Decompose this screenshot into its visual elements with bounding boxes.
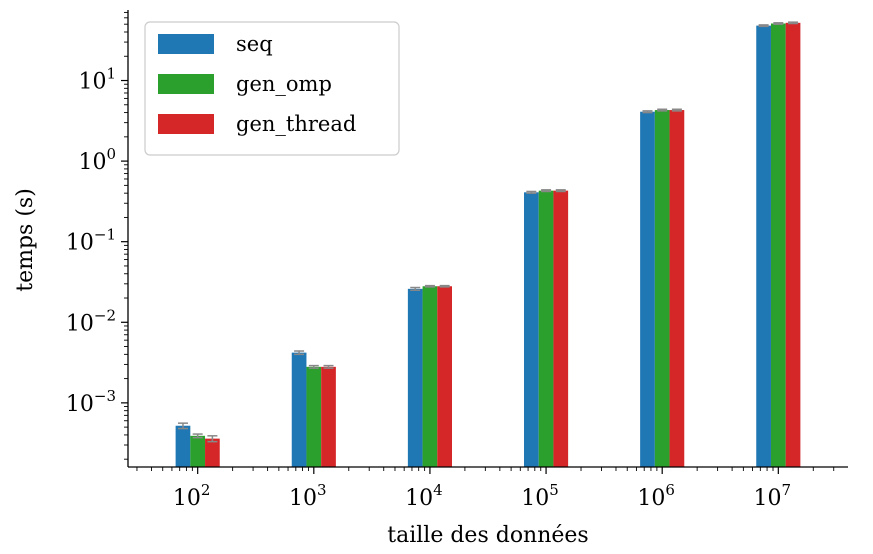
error-bar-gen_thread-7: [788, 21, 799, 25]
error-bar-gen_thread-5: [555, 189, 566, 193]
legend: seq gen_omp gen_thread: [144, 21, 400, 156]
x-tick-label: 105: [521, 481, 559, 511]
bars-layer: [175, 21, 801, 468]
bar-gen_thread-3: [321, 366, 336, 467]
error-bar-seq-6: [642, 110, 653, 114]
bar-gen_thread-7: [785, 22, 801, 468]
bar-seq-4: [407, 288, 423, 467]
bar-gen_omp-3: [306, 366, 322, 467]
error-bar-seq-5: [526, 190, 537, 194]
error-bar-seq-7: [758, 24, 769, 28]
error-bar-gen_thread-6: [671, 108, 682, 112]
x-tick-label: 107: [754, 481, 792, 511]
bar-seq-2: [175, 425, 191, 467]
bar-gen_thread-2: [205, 438, 220, 467]
bar-seq-6: [640, 111, 655, 467]
bar-gen_omp-5: [538, 190, 554, 467]
x-tick-label: 103: [289, 481, 327, 511]
error-bar-seq-4: [410, 286, 421, 291]
legend-label-gen_thread: gen_thread: [236, 112, 356, 136]
error-bar-gen_omp-3: [308, 364, 319, 369]
bar-gen_omp-6: [654, 110, 670, 467]
legend-swatch-seq: [158, 34, 214, 54]
error-bar-gen_omp-4: [424, 284, 435, 288]
legend-label-seq: seq: [236, 32, 273, 56]
y-tick-label: 10−3: [66, 387, 116, 417]
bar-gen_thread-4: [437, 286, 452, 467]
legend-label-gen_omp: gen_omp: [236, 72, 332, 96]
x-tick-label: 102: [173, 481, 211, 511]
error-bar-gen_omp-6: [657, 108, 668, 112]
error-bar-gen_omp-5: [541, 189, 552, 193]
y-tick-label: 10−1: [66, 226, 116, 256]
x-tick-label: 104: [405, 481, 443, 511]
bar-gen_thread-6: [669, 110, 685, 467]
error-bar-gen_omp-2: [192, 433, 203, 439]
bar-seq-5: [524, 192, 539, 467]
error-bar-seq-2: [177, 422, 188, 430]
legend-swatch-gen_thread: [158, 114, 214, 134]
bar-gen_omp-2: [190, 435, 206, 467]
error-bar-seq-3: [294, 350, 305, 356]
error-bar-gen_thread-4: [439, 284, 450, 288]
y-tick-label: 100: [78, 145, 116, 175]
y-tick-label: 101: [78, 65, 116, 95]
legend-swatch-gen_omp: [158, 74, 214, 94]
bar-seq-7: [756, 25, 771, 467]
x-tick-label: 106: [637, 481, 675, 511]
bar-gen_omp-7: [770, 23, 786, 467]
bar-gen_thread-5: [553, 190, 569, 467]
y-axis-label: temps (s): [13, 188, 38, 292]
axes-layer: 10−3 10−2 10−1 100 101 102 103 104 105 106 107: [66, 10, 848, 511]
error-bar-gen_omp-7: [773, 22, 784, 25]
y-tick-label: 10−2: [66, 306, 116, 336]
x-axis-label: taille des données: [387, 523, 588, 548]
bar-seq-3: [291, 352, 307, 467]
error-bar-gen_thread-2: [207, 435, 218, 443]
bar-gen_omp-4: [422, 286, 438, 467]
error-bar-gen_thread-3: [323, 364, 334, 369]
